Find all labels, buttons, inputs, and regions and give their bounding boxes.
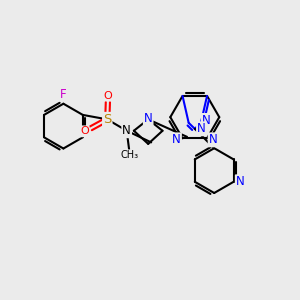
- Text: F: F: [60, 88, 67, 101]
- Text: N: N: [208, 134, 217, 146]
- Text: N: N: [122, 124, 131, 137]
- Text: N: N: [202, 114, 211, 127]
- Text: N: N: [197, 122, 206, 135]
- Text: O: O: [103, 91, 112, 100]
- Text: O: O: [80, 126, 89, 136]
- Text: N: N: [236, 175, 244, 188]
- Text: CH₃: CH₃: [120, 150, 138, 160]
- Text: S: S: [103, 113, 112, 126]
- Text: N: N: [172, 134, 181, 146]
- Text: N: N: [144, 112, 153, 125]
